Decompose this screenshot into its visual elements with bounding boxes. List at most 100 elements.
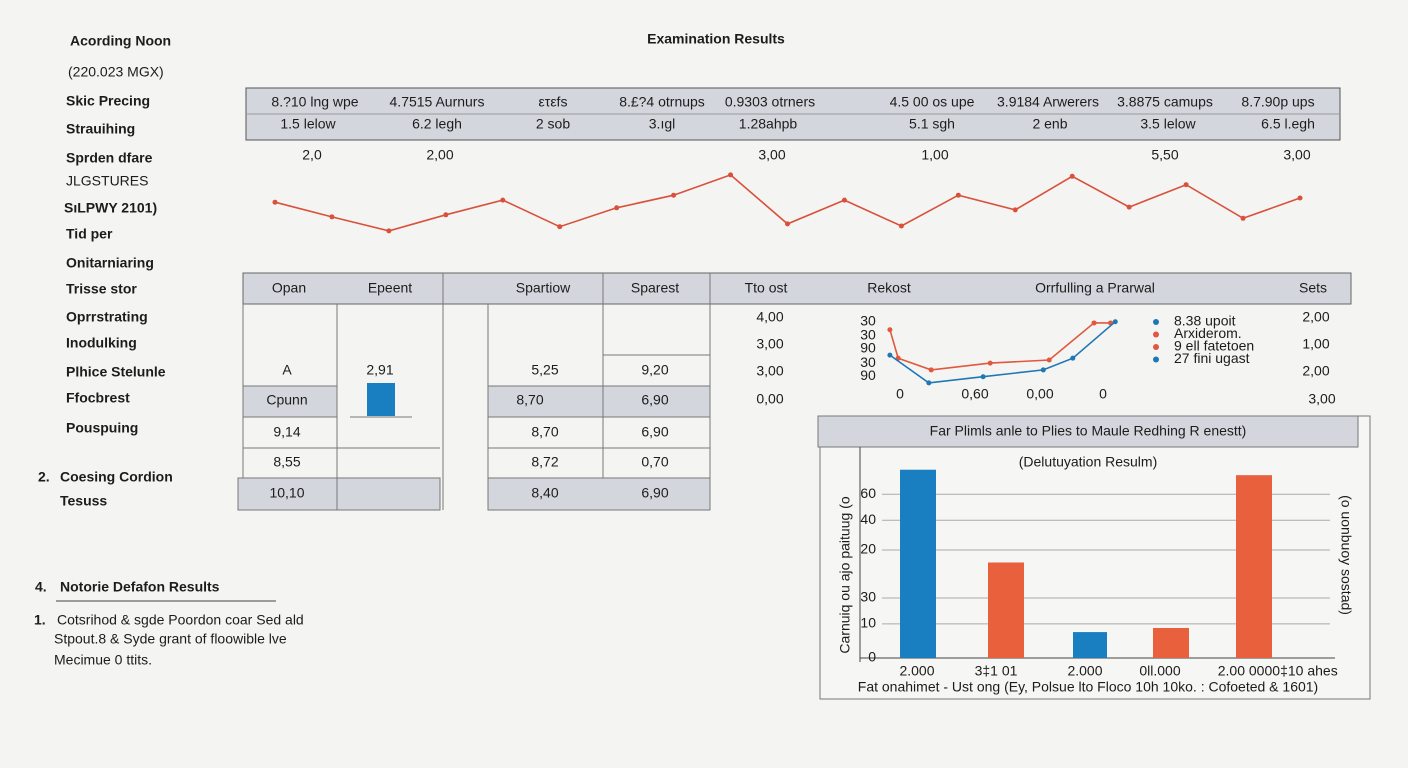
sidebar-label: Ffocbrest <box>66 390 130 406</box>
sidebar-label: Tid per <box>66 226 113 242</box>
sidebar-label: Sprden dfare <box>66 150 153 166</box>
y-axis-label: Carnuiq ou ajo paituug (o <box>837 496 853 653</box>
left-subtitle: (220.023 MGX) <box>68 64 164 80</box>
line-point <box>928 367 934 373</box>
annotation: 2,00 <box>426 147 453 163</box>
line-point <box>1240 215 1246 221</box>
bar <box>1236 475 1272 658</box>
sidebar-label: Pouspuing <box>66 420 138 436</box>
item-line: Stpout.8 & Syde grant of floowible lve <box>54 631 287 647</box>
line-point <box>1040 367 1046 373</box>
y-tick-label: 90 <box>860 367 876 383</box>
table-header: Sparest <box>631 280 679 296</box>
legend-swatch <box>1153 319 1159 325</box>
table-cell: A <box>282 362 292 378</box>
x-tick-label: 0,00 <box>1026 386 1053 402</box>
annotation: 3,00 <box>758 147 785 163</box>
table-header: Opan <box>272 280 306 296</box>
section-number: 2. <box>38 469 50 485</box>
y-tick-label: 30 <box>860 354 876 370</box>
annotation: 2,0 <box>302 147 322 163</box>
sidebar-label: SıLPWY 2101) <box>64 200 157 216</box>
table-cell: 5,25 <box>531 362 558 378</box>
sidebar-label: JLGSTURES <box>66 173 148 189</box>
line-point <box>841 197 847 203</box>
chart-title: Far Plimls anle to Plies to Maule Redhin… <box>930 423 1247 439</box>
mid-table-header <box>242 272 1352 305</box>
table-cell: 4.7515 Aurnurs <box>390 94 485 110</box>
item-line: Mecimue 0 ttits. <box>54 652 152 668</box>
table-cell: 3.9184 Arwerers <box>997 94 1099 110</box>
annotation: 1,00 <box>921 147 948 163</box>
table-cell: 8,70 <box>531 424 558 440</box>
table-cell: 8,40 <box>531 485 558 501</box>
annotation: 3,00 <box>1283 147 1310 163</box>
x-tick-label: 2.00 000 <box>1218 663 1273 679</box>
table-cell: 4,00 <box>756 309 783 325</box>
legend-swatch <box>1153 331 1159 338</box>
x-tick-label: 3‡1 01 <box>975 663 1018 679</box>
table-cell: 6,90 <box>641 424 668 440</box>
table-cell: 8.£?4 otrnups <box>619 94 705 110</box>
table-cell: 3,00 <box>1308 391 1335 407</box>
line-point <box>386 228 392 234</box>
table-cell: 1.5 lelow <box>280 116 336 132</box>
table-cell: 3.ıgl <box>649 116 675 132</box>
table-cell: 6,90 <box>641 485 668 501</box>
table-cell: 2 enb <box>1032 116 1067 132</box>
x-tick-label: 0,60 <box>961 386 988 402</box>
legend-label: 9 ell fatetoen <box>1174 338 1254 354</box>
line-point <box>926 380 932 386</box>
table-cell: 6,90 <box>641 392 668 408</box>
line-point <box>443 212 449 218</box>
line-series <box>889 321 1116 384</box>
table-header: Rekost <box>867 280 911 296</box>
y-tick-label: 30 <box>860 589 876 605</box>
table-cell: 8.?10 lng wpe <box>271 94 358 110</box>
line-point <box>1297 195 1303 201</box>
line-point <box>887 327 893 333</box>
bar <box>1073 632 1107 658</box>
line-point <box>557 224 563 230</box>
table-cell: 6.5 l.egh <box>1261 116 1315 132</box>
line-point <box>728 172 734 178</box>
table-cell: 10,10 <box>269 485 304 501</box>
y-tick-label: 90 <box>860 340 876 356</box>
table-cell: 0,00 <box>756 391 783 407</box>
table-cell: 3.8875 camups <box>1117 94 1213 110</box>
shade <box>242 385 338 418</box>
sidebar-label: Plhice Stelunle <box>66 364 166 380</box>
line-point <box>500 197 506 203</box>
table-cell: 0,70 <box>641 454 668 470</box>
sidebar-label: Strauihing <box>66 121 135 137</box>
legend-swatch <box>1153 356 1159 363</box>
x-tick-label: 0‡10 ahes <box>1272 663 1337 679</box>
legend-label: Arxiderom. <box>1174 325 1242 341</box>
line-point <box>1069 173 1075 179</box>
table-cell: 0.9303 otrners <box>725 94 815 110</box>
y2-axis-label: (o uonbuoy sostad) <box>1338 495 1354 615</box>
legend-swatch <box>1153 344 1159 350</box>
sidebar-label: Onitarniaring <box>66 255 154 271</box>
y-tick-label: 30 <box>860 327 876 343</box>
table-cell: 1.28ahpb <box>739 116 798 132</box>
item-line: Cotsrihod & sgde Poordon coar Sed ald <box>57 612 304 628</box>
table-cell: Cpunn <box>266 392 307 408</box>
line-point <box>329 214 335 220</box>
table-cell: 9,20 <box>641 362 668 378</box>
table-cell: 2,00 <box>1302 363 1329 379</box>
line-point <box>1183 182 1189 188</box>
page-title: Examination Results <box>647 31 785 47</box>
line-point <box>1070 355 1076 361</box>
shade <box>237 477 441 511</box>
bar <box>900 469 936 658</box>
line-point <box>272 199 278 205</box>
section-number: 4. <box>35 579 47 595</box>
table-cell: 8,70 <box>516 392 543 408</box>
line-point <box>955 192 961 198</box>
line-point <box>614 205 620 211</box>
table-header: Epeent <box>368 280 412 296</box>
